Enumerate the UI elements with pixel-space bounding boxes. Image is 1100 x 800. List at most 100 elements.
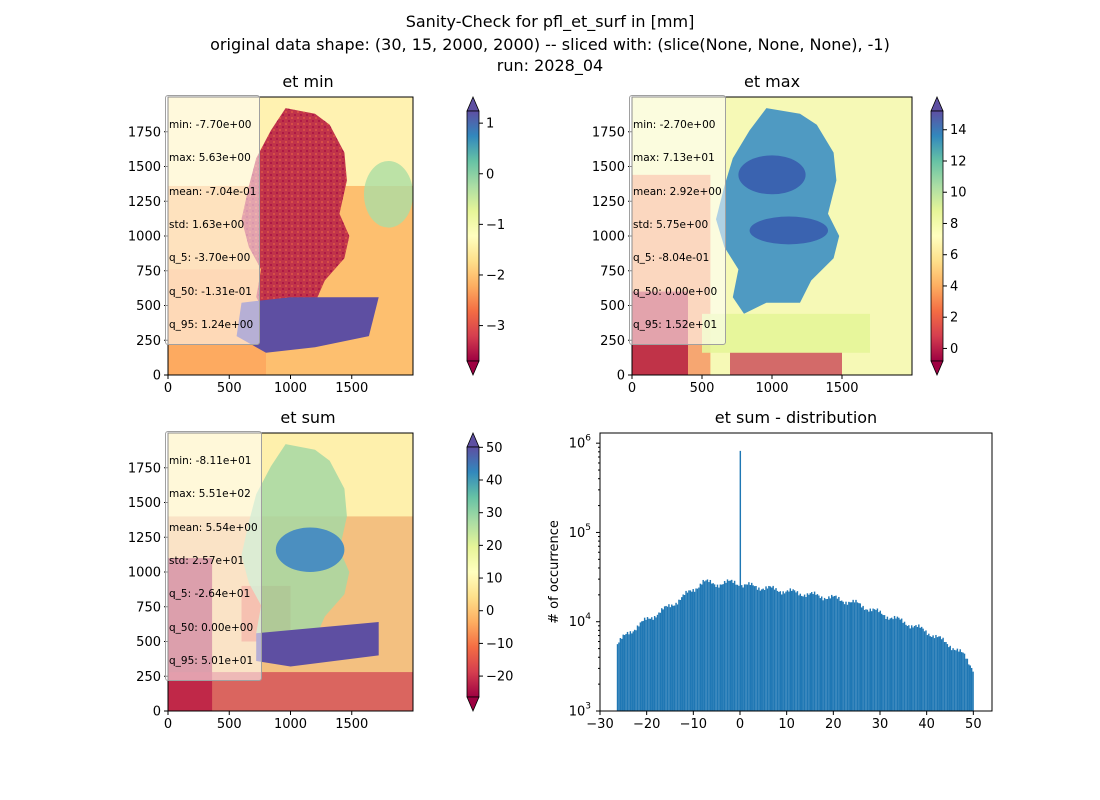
histogram-bar	[882, 615, 884, 711]
histogram-bar	[909, 628, 911, 711]
histogram-bar	[743, 584, 746, 711]
histogram-bar	[666, 606, 669, 711]
histogram-bar	[712, 583, 714, 711]
stat-line: min: -2.70e+00	[633, 119, 716, 132]
histogram-bar	[653, 616, 656, 711]
histogram-bar	[903, 621, 906, 711]
histogram-bar	[722, 584, 724, 711]
map-region-east	[364, 160, 413, 228]
histogram-bar	[793, 590, 796, 711]
histogram-bar	[969, 665, 971, 711]
x-tick-label: −10	[680, 717, 707, 732]
histogram-bar	[856, 602, 859, 711]
histogram-bar	[723, 580, 726, 711]
histogram-bar	[963, 653, 966, 711]
y-tick-label: 1750	[128, 125, 161, 140]
histogram-bar	[625, 633, 627, 711]
histogram-bar	[838, 596, 840, 711]
x-tick-label: −20	[633, 717, 660, 732]
histogram-bar	[789, 588, 792, 711]
histogram-bar	[626, 631, 629, 711]
histogram-bar	[853, 602, 856, 711]
histogram-bar	[819, 598, 822, 711]
histogram-bar	[818, 595, 820, 711]
histogram-bar	[852, 599, 854, 711]
colorbar-tick-label: 2	[950, 311, 958, 326]
x-tick-label: 1000	[274, 717, 307, 732]
histogram-bar	[728, 580, 730, 711]
histogram-bar	[709, 579, 712, 711]
histogram-bar	[785, 591, 787, 711]
stat-line: max: 5.51e+02	[169, 488, 251, 501]
histogram-bar	[912, 627, 914, 711]
histogram-bar	[796, 591, 799, 711]
histogram-bar	[898, 617, 900, 711]
colorbar-tick-label: 0	[950, 342, 958, 357]
histogram-bar	[893, 615, 896, 711]
colorbar-tick-label: −2	[486, 268, 505, 283]
colorbar-et-sum: −20 −10 0 10 20 30 40 50	[466, 431, 513, 713]
colorbar-tick-label: 4	[950, 279, 958, 294]
histogram-bar	[930, 636, 933, 711]
histogram-bar	[906, 625, 909, 711]
histogram-bar	[732, 582, 734, 711]
histogram-bar	[619, 638, 622, 711]
histogram-bar	[798, 595, 800, 711]
histogram-bar	[950, 650, 953, 711]
histogram-bar	[899, 619, 901, 711]
histogram-bar	[729, 580, 732, 711]
histogram-bar	[811, 592, 813, 711]
histogram-bar	[836, 598, 839, 711]
colorbar-extend-min	[466, 360, 480, 377]
histogram-bar	[815, 594, 817, 711]
histogram-bar	[876, 608, 879, 711]
colorbar-scale	[466, 446, 480, 698]
histogram-bar	[683, 594, 686, 711]
histogram-bar	[769, 586, 772, 711]
histogram-bar	[809, 593, 812, 711]
histogram-bar	[855, 599, 857, 711]
histogram-bar	[636, 625, 639, 711]
colorbar-tick-label: 50	[486, 441, 503, 456]
histogram-bar	[833, 595, 836, 711]
histogram-bar	[621, 638, 623, 711]
stat-line: max: 5.63e+00	[169, 152, 251, 165]
y-tick-label: 250	[600, 334, 625, 349]
histogram-bar	[823, 597, 826, 711]
colorbar-extend-max	[930, 95, 944, 112]
histogram-bar	[681, 597, 683, 711]
histogram-bar	[889, 618, 891, 711]
x-tick-label: 0	[628, 381, 636, 396]
histogram-bar	[716, 584, 719, 711]
histogram-bar	[943, 642, 946, 711]
y-tick-label: 0	[153, 705, 161, 720]
histogram-bar	[718, 587, 720, 711]
histogram-bar	[673, 605, 676, 711]
histogram-bar	[825, 599, 827, 711]
histogram-bar	[862, 605, 864, 711]
histogram-bar	[949, 645, 951, 711]
x-tick-label: 0	[164, 381, 172, 396]
histogram-bar	[772, 585, 774, 711]
x-tick-label: 1500	[335, 717, 368, 732]
histogram-bar	[879, 610, 881, 711]
map-highlight-north	[738, 155, 806, 195]
colorbar-tick-label: −20	[486, 670, 513, 685]
stat-line: min: -7.70e+00	[169, 119, 252, 132]
histogram-bar	[699, 583, 702, 711]
y-tick-label: 750	[600, 264, 625, 279]
y-tick-label: 750	[136, 600, 161, 615]
histogram-bar	[803, 594, 806, 711]
histogram-bar	[926, 635, 929, 711]
histogram-bar	[863, 609, 866, 711]
histogram-bar	[622, 634, 624, 711]
histogram-bar	[858, 603, 860, 711]
histogram-bar	[715, 587, 717, 711]
histogram-bars	[616, 450, 974, 711]
histogram-bar	[742, 587, 744, 711]
y-tick-label: 500	[136, 299, 161, 314]
stat-line: q_50: -1.31e-01	[169, 285, 252, 298]
stat-line: min: -8.11e+01	[169, 455, 252, 468]
x-tick-label: 500	[690, 381, 715, 396]
histogram-bar	[658, 612, 660, 711]
